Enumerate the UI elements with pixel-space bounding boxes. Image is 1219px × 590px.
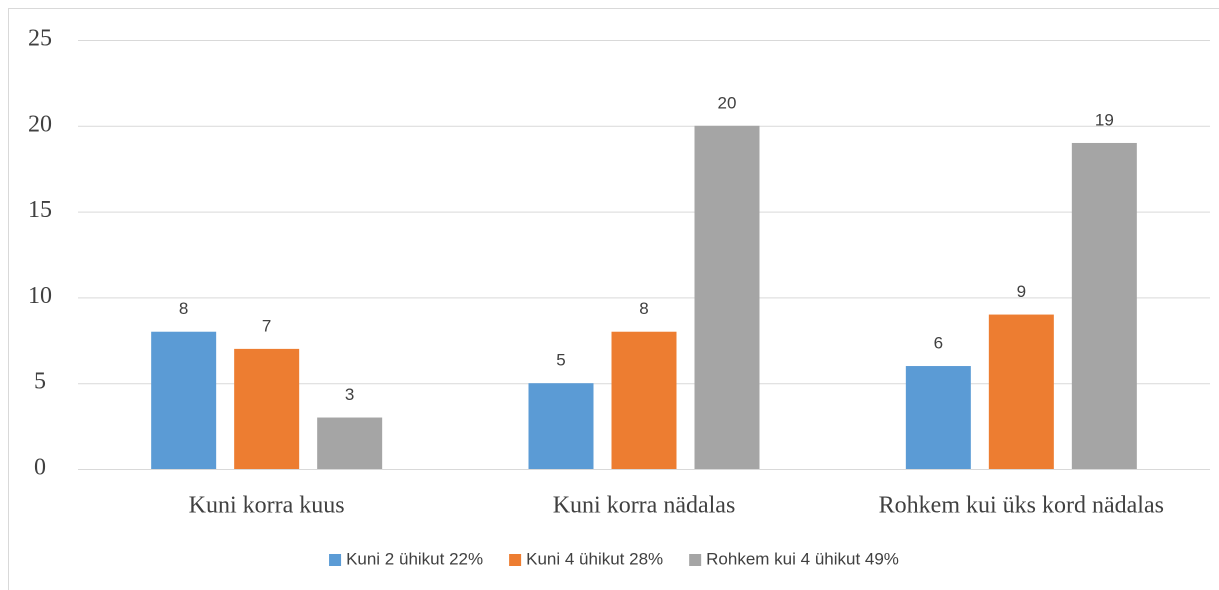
data-label: 8 [639, 299, 648, 318]
bar [151, 331, 217, 469]
bar [528, 383, 594, 469]
y-tick-label: 5 [34, 369, 46, 395]
bar [234, 348, 300, 469]
y-tick-label: 10 [28, 283, 52, 309]
x-tick-label: Rohkem kui üks kord nädalas [879, 493, 1164, 519]
chart-border [8, 8, 1219, 590]
data-label: 9 [1017, 282, 1026, 301]
legend-label: Kuni 4 ühikut 28% [526, 549, 663, 568]
legend-swatch [689, 554, 702, 566]
bar [317, 417, 383, 469]
bar [988, 314, 1054, 469]
bar [1071, 142, 1137, 469]
data-label: 5 [556, 351, 565, 370]
x-tick-label: Kuni korra kuus [189, 493, 345, 519]
data-label: 3 [345, 385, 354, 404]
y-tick-label: 15 [28, 197, 52, 223]
y-tick-label: 20 [28, 111, 52, 137]
legend-label: Rohkem kui 4 ühikut 49% [706, 549, 899, 568]
bar [694, 125, 760, 470]
data-label: 8 [179, 299, 188, 318]
legend-label: Kuni 2 ühikut 22% [346, 549, 483, 568]
data-label: 20 [718, 93, 737, 112]
y-tick-label: 25 [28, 26, 52, 52]
data-label: 19 [1095, 110, 1114, 129]
bar [905, 366, 971, 469]
data-label: 7 [262, 316, 271, 335]
data-label: 6 [934, 334, 943, 353]
bar [611, 331, 677, 469]
x-tick-label: Kuni korra nädalas [553, 493, 736, 519]
y-tick-label: 0 [34, 455, 46, 481]
legend-swatch [329, 554, 342, 566]
legend-swatch [509, 554, 522, 566]
